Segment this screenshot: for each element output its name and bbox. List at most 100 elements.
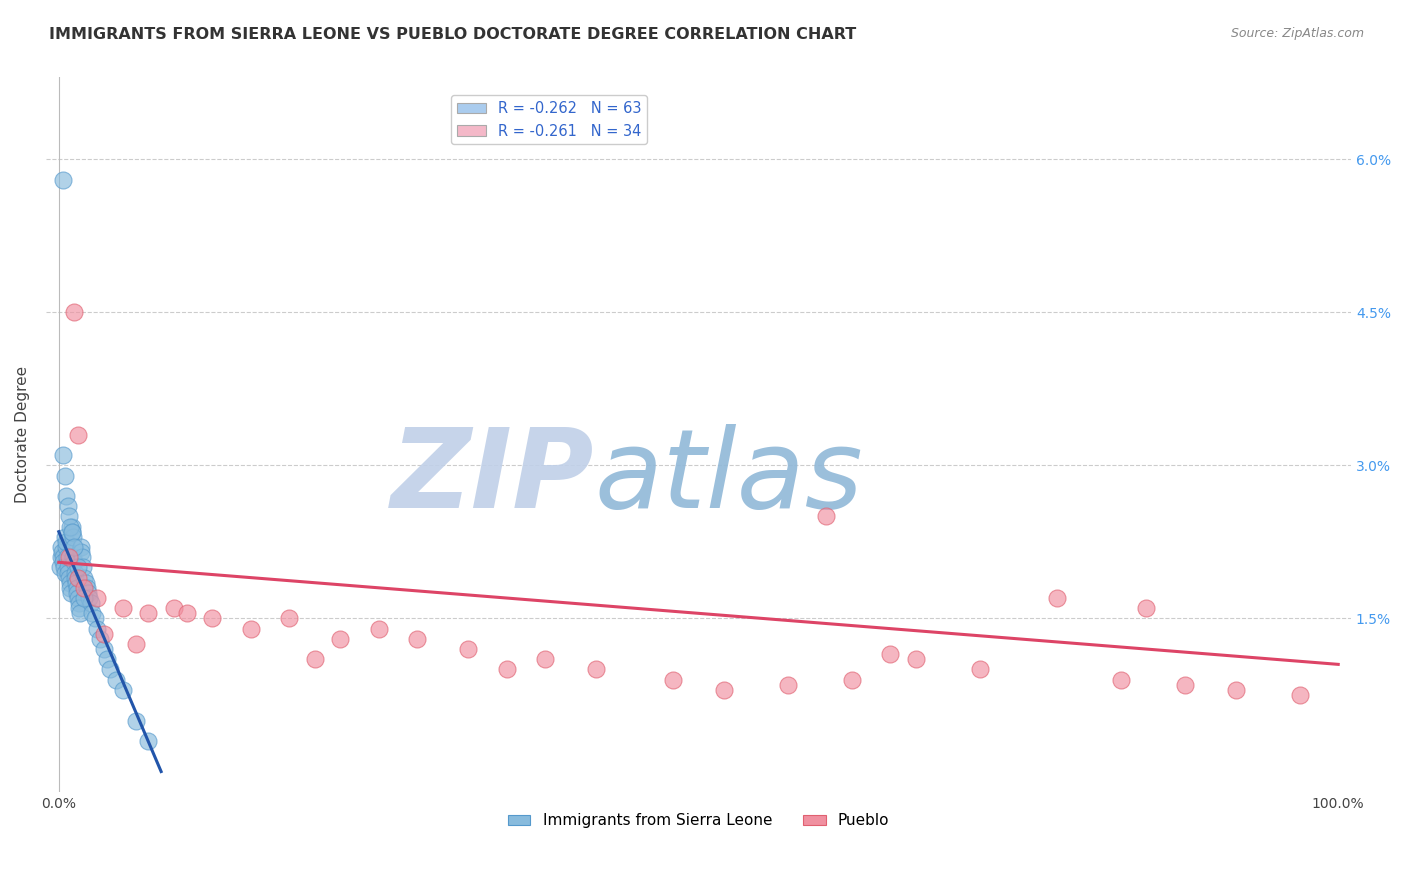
- Point: [55, 489, 77, 503]
- Point: [58, 566, 80, 580]
- Text: Source: ZipAtlas.com: Source: ZipAtlas.com: [1230, 27, 1364, 40]
- Point: [52, 560, 75, 574]
- Point: [406, 632, 429, 646]
- Text: atlas: atlas: [595, 424, 863, 531]
- Point: [904, 652, 927, 666]
- Point: [63, 566, 86, 580]
- Point: [1109, 673, 1132, 687]
- Point: [66, 581, 89, 595]
- Point: [66, 571, 89, 585]
- Point: [96, 652, 118, 666]
- Point: [176, 607, 198, 621]
- Point: [1225, 682, 1247, 697]
- Point: [86, 622, 108, 636]
- Point: [329, 632, 352, 646]
- Point: [62, 530, 84, 544]
- Point: [59, 586, 82, 600]
- Point: [93, 626, 115, 640]
- Point: [776, 678, 799, 692]
- Point: [56, 499, 79, 513]
- Text: ZIP: ZIP: [391, 424, 595, 531]
- Point: [69, 607, 91, 621]
- Point: [495, 663, 517, 677]
- Point: [457, 642, 479, 657]
- Point: [51, 545, 73, 559]
- Point: [77, 586, 100, 600]
- Point: [201, 611, 224, 625]
- Point: [70, 545, 93, 559]
- Point: [58, 550, 80, 565]
- Point: [60, 524, 83, 539]
- Point: [75, 575, 97, 590]
- Point: [86, 591, 108, 605]
- Point: [969, 663, 991, 677]
- Point: [98, 663, 121, 677]
- Point: [51, 540, 73, 554]
- Point: [105, 673, 128, 687]
- Point: [80, 607, 103, 621]
- Point: [713, 682, 735, 697]
- Point: [1174, 678, 1197, 692]
- Point: [304, 652, 326, 666]
- Point: [73, 591, 96, 605]
- Point: [239, 622, 262, 636]
- Point: [841, 673, 863, 687]
- Point: [56, 560, 79, 574]
- Point: [66, 560, 89, 574]
- Point: [55, 540, 77, 554]
- Point: [73, 581, 96, 595]
- Point: [58, 509, 80, 524]
- Point: [65, 575, 87, 590]
- Y-axis label: Doctorate Degree: Doctorate Degree: [15, 366, 30, 503]
- Point: [136, 734, 159, 748]
- Point: [367, 622, 389, 636]
- Point: [66, 586, 89, 600]
- Point: [53, 468, 76, 483]
- Point: [69, 540, 91, 554]
- Point: [52, 555, 75, 569]
- Point: [76, 581, 98, 595]
- Point: [67, 596, 90, 610]
- Point: [59, 575, 82, 590]
- Point: [60, 519, 83, 533]
- Point: [79, 591, 101, 605]
- Point: [56, 550, 79, 565]
- Point: [52, 172, 75, 186]
- Point: [63, 305, 86, 319]
- Point: [59, 519, 82, 533]
- Point: [80, 596, 103, 610]
- Point: [70, 550, 93, 565]
- Point: [58, 571, 80, 585]
- Point: [93, 642, 115, 657]
- Point: [73, 571, 96, 585]
- Point: [53, 566, 76, 580]
- Point: [278, 611, 301, 625]
- Point: [1288, 688, 1310, 702]
- Point: [66, 591, 89, 605]
- Point: [53, 530, 76, 544]
- Point: [111, 682, 134, 697]
- Point: [55, 534, 77, 549]
- Point: [879, 647, 901, 661]
- Point: [1135, 601, 1157, 615]
- Point: [89, 632, 111, 646]
- Point: [49, 560, 72, 574]
- Point: [163, 601, 186, 615]
- Point: [662, 673, 685, 687]
- Point: [534, 652, 557, 666]
- Point: [124, 714, 146, 728]
- Point: [59, 581, 82, 595]
- Point: [1046, 591, 1069, 605]
- Point: [65, 571, 87, 585]
- Point: [66, 427, 89, 442]
- Point: [585, 663, 607, 677]
- Point: [136, 607, 159, 621]
- Point: [52, 448, 75, 462]
- Point: [62, 550, 84, 565]
- Point: [124, 637, 146, 651]
- Point: [63, 540, 86, 554]
- Point: [83, 611, 105, 625]
- Legend: Immigrants from Sierra Leone, Pueblo: Immigrants from Sierra Leone, Pueblo: [502, 807, 896, 834]
- Point: [67, 601, 90, 615]
- Point: [815, 509, 838, 524]
